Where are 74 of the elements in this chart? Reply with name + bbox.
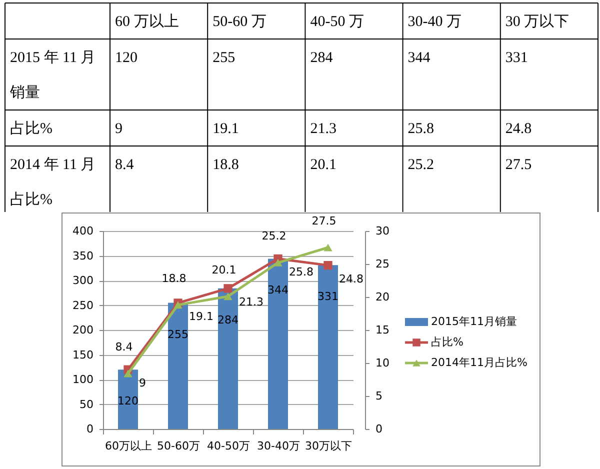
text: 占比% [10,120,52,137]
data-label: 331 [318,290,338,304]
point [224,292,232,300]
y-tick-label: 400 [72,224,94,238]
data-label: 21.3 [239,295,264,308]
data-label: 120 [118,394,138,408]
category-label: 40-50 万 [310,14,364,30]
data-label: 25.8 [289,266,314,279]
data-label: 8.4 [115,157,134,173]
data-label: 25.2 [262,230,286,243]
data-label: 284 [310,50,334,66]
x-tick-label: 50-60万 [157,440,200,452]
y-tick-label: 100 [72,373,94,386]
x-tick-label: 30万以下 [305,440,352,452]
y2-tick-label: 15 [376,324,390,336]
text: 2015 年 11 月销量 [10,50,96,101]
data-label: 18.8 [162,272,186,285]
data-label: 19.1 [212,121,239,137]
y-tick-label: 200 [72,324,94,336]
data-label: 19.1 [189,310,214,323]
text: 2014 年 11 月占比% [10,157,96,208]
bar [218,288,238,429]
data-label: 120 [115,50,138,66]
data-label: 24.8 [339,272,364,286]
data-label: 255 [168,328,188,341]
x-tick-label: 30-40万 [257,440,300,452]
legend-label: 2014年11月占比% [431,356,528,369]
data-label: 9 [139,376,146,390]
y-tick-label: 50 [80,398,94,411]
point [324,260,332,270]
category-label: 30 万以下 [505,13,570,30]
data-label: 21.3 [310,121,336,137]
y-tick-label: 150 [72,348,94,362]
data-label: 20.1 [212,263,236,276]
point [174,301,182,309]
category-label: 30-40 万 [408,14,462,30]
data-label: 20.1 [310,157,336,173]
y2-tick-label: 0 [376,422,382,436]
data-label: 27.5 [312,214,336,228]
data-label: 8.4 [115,340,133,354]
y2-tick-label: 30 [376,224,390,238]
point [224,284,232,293]
category-label: 50-60 万 [212,14,266,30]
data-label: 344 [408,50,431,66]
y-tick-label: 0 [86,422,94,436]
y-tick-label: 300 [72,274,94,287]
data-label: 331 [505,50,528,66]
y-tick-label: 250 [72,298,94,312]
point [274,258,282,266]
bar [168,302,188,429]
y2-tick-label: 5 [376,390,382,402]
data-label: 24.8 [505,121,532,137]
y2-tick-label: 10 [376,356,390,370]
y-tick-label: 350 [72,249,94,262]
x-tick-label: 40-50万 [207,440,250,452]
legend-label: 2015年11月销量 [431,315,517,328]
data-label: 27.5 [505,157,532,173]
data-label: 284 [218,313,238,326]
point [124,370,132,378]
data-label: 344 [268,284,288,297]
bar [118,370,138,429]
bar [318,265,338,429]
y2-tick-label: 20 [376,290,390,304]
data-label: 25.2 [408,157,434,173]
point [324,244,332,252]
legend-label: 占比% [431,336,464,348]
data-label: 9 [115,121,122,137]
data-label: 255 [212,50,236,66]
y2-tick-label: 25 [376,258,390,270]
data-label: 18.8 [212,157,239,173]
category-label: 60 万以上 [115,13,179,30]
data-label: 25.8 [408,121,434,137]
x-tick-label: 60万以上 [105,440,152,452]
bar [268,258,288,429]
